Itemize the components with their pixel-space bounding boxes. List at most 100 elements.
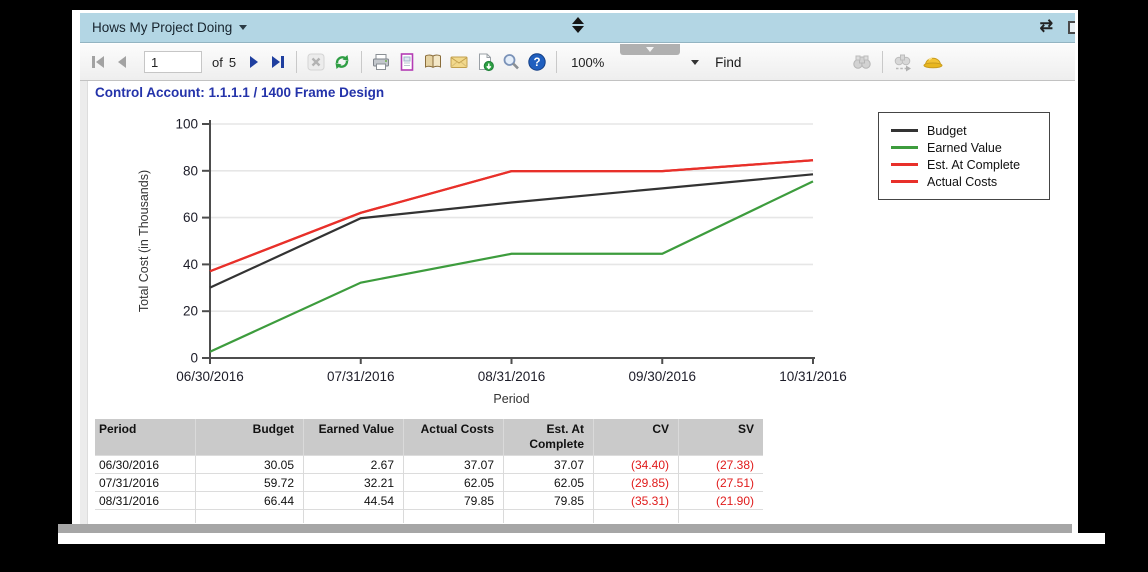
series-line-budget bbox=[209, 173, 814, 289]
last-page-button[interactable] bbox=[269, 53, 287, 71]
table-cell: 2.67 bbox=[303, 455, 403, 474]
cancel-button[interactable] bbox=[306, 52, 326, 72]
evm-line-chart: 0 20 40 60 80 100 06/30/2016 07/31/2016 08/31/20… bbox=[92, 102, 892, 414]
legend-label: Actual Costs bbox=[927, 174, 998, 189]
export-document-icon bbox=[479, 53, 494, 72]
svg-text:07/31/2016: 07/31/2016 bbox=[327, 369, 395, 384]
report-selector[interactable]: Hows My Project Doing bbox=[92, 20, 233, 35]
collapse-expand-icon[interactable] bbox=[571, 17, 584, 33]
table-cell: (29.85) bbox=[593, 473, 678, 492]
column-header-cv: CV bbox=[593, 419, 678, 455]
table-cell: 79.85 bbox=[503, 491, 593, 510]
column-header-est-at-complete: Est. At Complete bbox=[503, 419, 593, 455]
table-cell: 07/31/2016 bbox=[99, 475, 160, 490]
series-line-actual-costs bbox=[209, 159, 814, 273]
svg-text:100: 100 bbox=[175, 117, 198, 132]
print-layout-icon bbox=[400, 53, 414, 71]
clipped-icon bbox=[1068, 21, 1075, 34]
last-page-icon bbox=[272, 56, 285, 68]
table-cell: 79.85 bbox=[403, 491, 503, 510]
legend-line-swatch bbox=[891, 163, 918, 166]
table-cell: 08/31/2016 bbox=[99, 493, 160, 508]
toolbar-right-group bbox=[848, 51, 947, 73]
triangle-up-icon bbox=[571, 17, 584, 24]
toolbar-separator bbox=[556, 51, 558, 73]
next-page-button[interactable] bbox=[245, 53, 263, 71]
chevron-down-icon[interactable] bbox=[239, 25, 248, 30]
toolbar-separator bbox=[296, 51, 298, 73]
table-cell: (27.38) bbox=[678, 455, 763, 474]
report-toolbar: of 5 bbox=[80, 44, 1075, 81]
table-cell: 44.54 bbox=[303, 491, 403, 510]
parameters-splitter[interactable] bbox=[80, 81, 88, 531]
parameters-collapse-handle[interactable] bbox=[620, 44, 680, 55]
envelope-icon bbox=[450, 56, 468, 68]
page-number-input[interactable] bbox=[144, 51, 202, 73]
table-cell: (27.51) bbox=[678, 473, 763, 492]
column-header-earned-value: Earned Value bbox=[303, 419, 403, 455]
email-export-button[interactable] bbox=[449, 52, 469, 72]
table-cell: 59.72 bbox=[195, 473, 303, 492]
report-title: Control Account: 1.1.1.1 / 1400 Frame De… bbox=[95, 85, 385, 100]
find-button[interactable]: Find bbox=[715, 54, 742, 70]
first-page-button[interactable] bbox=[89, 53, 107, 71]
table-cell: (21.90) bbox=[678, 491, 763, 510]
table-cell: (34.40) bbox=[593, 455, 678, 474]
page-setup-icon bbox=[425, 54, 442, 68]
refresh-icon[interactable]: ⇄ bbox=[1039, 18, 1053, 35]
table-row: 08/31/2016 66.44 44.54 79.85 79.85 (35.31) (21… bbox=[95, 491, 763, 510]
window-bottom-frame bbox=[58, 524, 1072, 533]
print-button[interactable] bbox=[371, 52, 391, 72]
triangle-down-icon bbox=[646, 47, 654, 52]
zoom-tool-button[interactable] bbox=[501, 52, 521, 72]
binoculars-next-icon bbox=[894, 54, 911, 72]
svg-text:06/30/2016: 06/30/2016 bbox=[176, 369, 244, 384]
table-cell: 62.05 bbox=[503, 473, 593, 492]
toolbar-separator bbox=[882, 51, 883, 73]
previous-page-icon bbox=[118, 56, 126, 68]
column-header-actual-costs: Actual Costs bbox=[403, 419, 503, 455]
evm-data-table: Period Budget Earned Value Actual Costs … bbox=[95, 419, 763, 523]
hard-hat-button[interactable] bbox=[922, 52, 944, 72]
table-cell: 37.07 bbox=[503, 455, 593, 474]
zoom-select[interactable]: 100% bbox=[571, 55, 700, 70]
refresh-report-button[interactable] bbox=[332, 52, 352, 72]
table-body: 06/30/2016 30.05 2.67 37.07 37.07 (34.40) (27.… bbox=[95, 455, 763, 510]
page-of-label: of bbox=[212, 54, 223, 70]
print-layout-button[interactable] bbox=[397, 52, 417, 72]
svg-text:40: 40 bbox=[183, 257, 198, 272]
toolbar-separator bbox=[361, 51, 363, 73]
previous-page-button[interactable] bbox=[113, 53, 131, 71]
save-export-button[interactable] bbox=[475, 52, 495, 72]
find-next-button-disabled[interactable] bbox=[892, 52, 916, 72]
report-viewer-window: Hows My Project Doing ⇄ of 5 bbox=[72, 10, 1078, 534]
table-cell: 30.05 bbox=[195, 455, 303, 474]
svg-text:0: 0 bbox=[190, 351, 198, 366]
triangle-down-icon bbox=[571, 26, 584, 33]
next-page-icon bbox=[250, 56, 259, 68]
page-total-label: 5 bbox=[228, 54, 237, 70]
series-line-earned-value bbox=[209, 180, 814, 353]
chart-legend: Budget Earned Value Est. At Complete Actual… bbox=[878, 112, 1050, 200]
first-page-icon bbox=[92, 56, 104, 68]
column-header-period: Period bbox=[99, 422, 137, 436]
refresh-report-icon bbox=[335, 55, 349, 69]
legend-line-swatch bbox=[891, 146, 918, 149]
column-header-sv: SV bbox=[678, 419, 763, 455]
column-header-budget: Budget bbox=[195, 419, 303, 455]
page-setup-button[interactable] bbox=[423, 52, 443, 72]
svg-text:08/31/2016: 08/31/2016 bbox=[478, 369, 546, 384]
window-bottom-edge bbox=[58, 533, 1105, 544]
legend-item: Budget bbox=[891, 122, 1041, 139]
help-button[interactable]: ? bbox=[527, 52, 547, 72]
report-body: Control Account: 1.1.1.1 / 1400 Frame De… bbox=[88, 81, 1075, 531]
svg-text:60: 60 bbox=[183, 210, 198, 225]
legend-label: Est. At Complete bbox=[927, 157, 1021, 172]
svg-text:?: ? bbox=[534, 57, 541, 69]
find-button-disabled[interactable] bbox=[851, 52, 873, 72]
table-header-row: Period Budget Earned Value Actual Costs … bbox=[95, 419, 763, 455]
svg-text:20: 20 bbox=[183, 304, 198, 319]
legend-line-swatch bbox=[891, 180, 918, 183]
svg-text:10/31/2016: 10/31/2016 bbox=[779, 369, 847, 384]
